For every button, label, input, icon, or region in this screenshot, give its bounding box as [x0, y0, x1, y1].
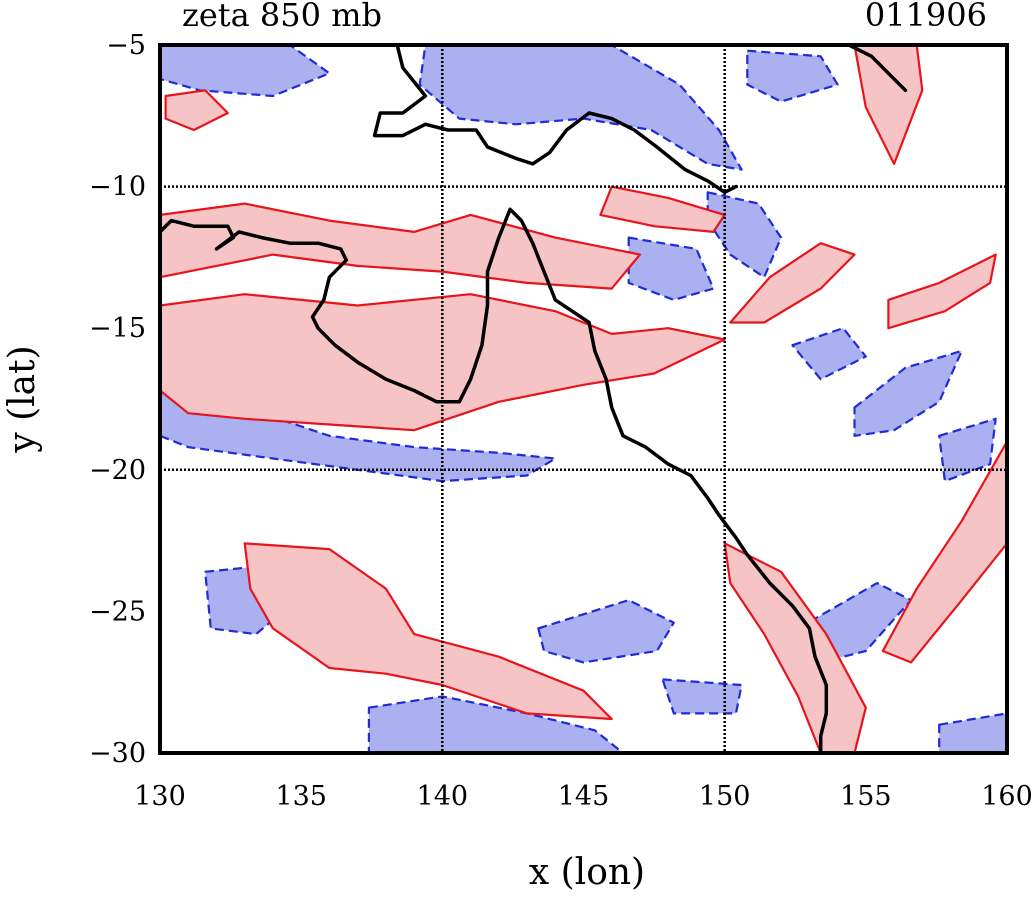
- negative-vorticity-region: [661, 678, 743, 715]
- y-tick-label: −25: [89, 596, 146, 627]
- positive-vorticity-region: [243, 542, 613, 721]
- negative-vorticity-region: [537, 598, 675, 664]
- x-tick-label: 150: [699, 781, 751, 812]
- positive-vorticity-fills: [160, 45, 1007, 753]
- negative-vorticity-region: [791, 327, 867, 381]
- y-tick-label: −15: [89, 313, 146, 344]
- y-tick-label: −30: [89, 738, 146, 769]
- new-guinea-coast: [372, 45, 738, 195]
- date-label: 011906: [865, 0, 987, 34]
- grid-lines: [160, 45, 1007, 753]
- y-axis-label: y (lat): [2, 345, 43, 453]
- negative-vorticity-region: [938, 417, 997, 483]
- y-tick-label: −10: [89, 172, 146, 203]
- negative-vorticity-region: [367, 695, 625, 753]
- x-tick-label: 135: [275, 781, 327, 812]
- positive-vorticity-region: [164, 89, 229, 132]
- negative-vorticity-region: [938, 712, 1007, 753]
- x-axis-label: x (lon): [529, 852, 645, 893]
- positive-vorticity-region: [853, 45, 924, 165]
- positive-vorticity-region: [160, 202, 642, 290]
- australia-coast: [160, 207, 829, 753]
- y-tick-label: −5: [106, 30, 146, 61]
- chart-title: zeta 850 mb: [182, 0, 382, 34]
- x-tick-label: 130: [134, 781, 186, 812]
- new-britain-coast: [847, 45, 908, 93]
- coastline: [160, 45, 908, 753]
- y-tick-label: −20: [89, 455, 146, 486]
- y-axis-ticks: −5 −10 −15 −20 −25 −30: [89, 30, 146, 769]
- x-tick-label: 155: [840, 781, 892, 812]
- plot-frame: [158, 43, 1009, 755]
- x-tick-label: 140: [417, 781, 469, 812]
- positive-vorticity-region: [881, 440, 1007, 664]
- negative-vorticity-region: [418, 45, 743, 171]
- positive-vorticity-region: [723, 542, 867, 753]
- positive-vorticity-region: [729, 242, 856, 324]
- positive-vorticity-region: [887, 253, 997, 330]
- x-axis-ticks: 130 135 140 145 150 155 160: [134, 781, 1033, 812]
- negative-vorticity-region: [160, 45, 331, 98]
- negative-vorticity-region: [627, 236, 715, 301]
- negative-vorticity-region: [746, 49, 839, 103]
- plot-area: [160, 45, 1007, 753]
- positive-vorticity-region: [599, 185, 726, 233]
- x-tick-label: 145: [558, 781, 610, 812]
- x-tick-label: 160: [981, 781, 1033, 812]
- negative-vorticity-region: [853, 349, 963, 437]
